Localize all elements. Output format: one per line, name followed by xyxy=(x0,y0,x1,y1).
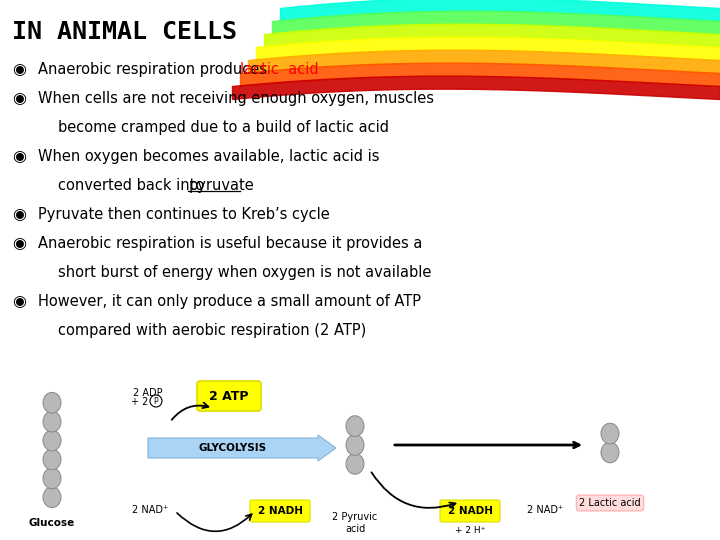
Ellipse shape xyxy=(601,442,619,463)
Text: 2 Lactic acid: 2 Lactic acid xyxy=(579,498,641,508)
Text: Anaerobic respiration is useful because it provides a: Anaerobic respiration is useful because … xyxy=(38,236,423,251)
Ellipse shape xyxy=(43,449,61,470)
Ellipse shape xyxy=(346,454,364,474)
Ellipse shape xyxy=(601,423,619,444)
Text: 2 NAD⁺: 2 NAD⁺ xyxy=(132,505,168,515)
Text: When cells are not receiving enough oxygen, muscles: When cells are not receiving enough oxyg… xyxy=(38,91,434,106)
Text: + 2 H⁺: + 2 H⁺ xyxy=(455,526,485,535)
Text: + 2: + 2 xyxy=(130,397,148,407)
Ellipse shape xyxy=(43,411,61,432)
Ellipse shape xyxy=(43,468,61,489)
FancyBboxPatch shape xyxy=(250,500,310,522)
Text: ◉: ◉ xyxy=(12,149,26,164)
Text: Glucose: Glucose xyxy=(29,518,75,528)
Text: pyruvate: pyruvate xyxy=(188,178,254,193)
Ellipse shape xyxy=(43,430,61,451)
FancyBboxPatch shape xyxy=(440,500,500,522)
FancyBboxPatch shape xyxy=(197,381,261,411)
Bar xyxy=(0,382,720,540)
Text: Anaerobic respiration produces: Anaerobic respiration produces xyxy=(38,62,271,77)
Text: IN ANIMAL CELLS: IN ANIMAL CELLS xyxy=(12,20,237,44)
FancyArrow shape xyxy=(148,435,336,461)
Text: ◉: ◉ xyxy=(12,91,26,106)
Text: Pyruvate then continues to Kreb’s cycle: Pyruvate then continues to Kreb’s cycle xyxy=(38,207,330,222)
Text: GLYCOLYSIS: GLYCOLYSIS xyxy=(199,443,267,453)
Text: 2 NADH: 2 NADH xyxy=(258,506,302,516)
Text: ◉: ◉ xyxy=(12,236,26,251)
Text: 2 Pyruvic
acid: 2 Pyruvic acid xyxy=(333,512,377,534)
Ellipse shape xyxy=(346,435,364,455)
Text: P: P xyxy=(153,396,158,406)
Text: ◉: ◉ xyxy=(12,207,26,222)
Text: compared with aerobic respiration (2 ATP): compared with aerobic respiration (2 ATP… xyxy=(58,323,366,338)
Text: lactic  acid: lactic acid xyxy=(240,62,318,77)
Text: However, it can only produce a small amount of ATP: However, it can only produce a small amo… xyxy=(38,294,421,309)
Ellipse shape xyxy=(346,416,364,436)
Text: 2 ADP: 2 ADP xyxy=(133,388,163,398)
Text: 2 ATP: 2 ATP xyxy=(210,389,248,402)
Ellipse shape xyxy=(43,487,61,508)
Text: become cramped due to a build of lactic acid: become cramped due to a build of lactic … xyxy=(58,120,389,135)
Text: When oxygen becomes available, lactic acid is: When oxygen becomes available, lactic ac… xyxy=(38,149,379,164)
Ellipse shape xyxy=(43,393,61,413)
Text: converted back into: converted back into xyxy=(58,178,209,193)
Text: 2 NADH: 2 NADH xyxy=(448,506,492,516)
Circle shape xyxy=(150,395,162,407)
Text: 2 NAD⁺: 2 NAD⁺ xyxy=(527,505,563,515)
Text: short burst of energy when oxygen is not available: short burst of energy when oxygen is not… xyxy=(58,265,431,280)
Text: ◉: ◉ xyxy=(12,294,26,309)
Text: ◉: ◉ xyxy=(12,62,26,77)
